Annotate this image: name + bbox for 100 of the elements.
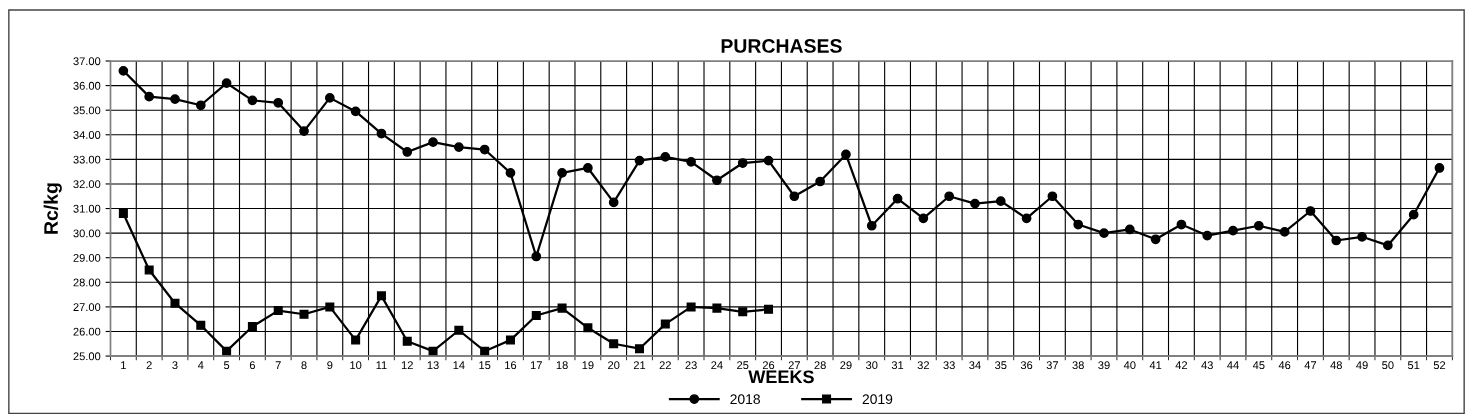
x-tick-label: 50: [1382, 361, 1394, 370]
x-tick-label: 37: [1046, 361, 1059, 370]
point: [634, 344, 645, 354]
y-tick-label: 32.00: [73, 180, 101, 189]
x-tick-label: 24: [711, 361, 723, 369]
point: [1047, 191, 1058, 202]
point: [815, 176, 825, 187]
point: [480, 346, 490, 356]
x-tick-label: 44: [1227, 361, 1239, 369]
point: [712, 175, 722, 186]
point: [376, 291, 386, 301]
x-tick-label: 9: [327, 361, 333, 370]
point: [325, 302, 335, 312]
point: [505, 335, 515, 345]
x-tick-label: 31: [891, 361, 904, 370]
point: [505, 168, 516, 178]
point: [428, 346, 438, 356]
point: [918, 213, 929, 224]
point: [350, 106, 361, 117]
x-tick-label: 38: [1072, 361, 1084, 370]
x-tick-label: 6: [249, 361, 256, 370]
x-tick-label: 21: [633, 361, 646, 369]
y-tick-label: 37.00: [73, 57, 101, 66]
x-tick-label: 18: [556, 361, 568, 370]
point: [634, 155, 645, 166]
point: [428, 137, 438, 148]
x-tick-label: 16: [505, 361, 517, 370]
x-tick-label: 22: [659, 361, 671, 369]
point: [1124, 224, 1135, 235]
point: [299, 309, 309, 319]
point: [686, 156, 696, 167]
x-tick-label: 52: [1433, 361, 1446, 370]
x-tick-label: 20: [608, 361, 620, 370]
point: [892, 193, 903, 204]
point: [195, 100, 206, 111]
point: [247, 95, 258, 106]
point: [789, 191, 800, 202]
y-tick-label: 30.00: [73, 229, 101, 238]
x-tick-label: 3: [172, 361, 178, 370]
x-tick-label: 17: [530, 361, 542, 369]
point: [1099, 228, 1109, 238]
y-tick-label: 34.00: [73, 131, 101, 139]
point: [1357, 231, 1367, 242]
legend-label: 2019: [862, 394, 893, 405]
point: [1228, 225, 1238, 236]
x-tick-label: 12: [401, 361, 413, 369]
point: [273, 306, 283, 316]
chart-title: PURCHASES: [721, 39, 842, 53]
x-tick-label: 7: [275, 361, 281, 369]
x-tick-label: 10: [350, 361, 362, 370]
point: [247, 322, 257, 332]
y-axis-title: Rc/kg: [43, 183, 62, 234]
point: [608, 197, 619, 208]
point: [841, 149, 851, 160]
point: [1408, 209, 1419, 220]
x-tick-label: 27: [788, 361, 800, 369]
point: [583, 323, 593, 333]
x-tick-label: 19: [582, 361, 594, 370]
point: [299, 126, 309, 136]
point: [738, 307, 748, 317]
point: [764, 304, 774, 314]
y-tick-label: 27.00: [73, 303, 101, 312]
point: [712, 303, 722, 313]
point: [660, 319, 670, 329]
x-tick-label: 13: [427, 361, 439, 370]
point: [995, 196, 1006, 207]
point: [454, 325, 464, 335]
y-tick-label: 36.00: [73, 81, 101, 90]
point: [1021, 213, 1032, 224]
x-tick-label: 25: [737, 361, 749, 370]
point: [222, 346, 232, 356]
point: [170, 298, 180, 308]
point: [1305, 206, 1316, 216]
point: [1331, 235, 1342, 246]
point: [583, 163, 593, 173]
point: [324, 93, 335, 103]
x-tick-label: 8: [301, 361, 307, 370]
point: [609, 339, 619, 349]
x-tick-label: 33: [943, 361, 955, 370]
legend-label: 2018: [730, 394, 760, 405]
point: [531, 310, 541, 321]
x-tick-label: 29: [840, 361, 852, 370]
x-tick-label: 39: [1098, 361, 1110, 370]
x-tick-label: 23: [685, 361, 697, 370]
point: [479, 144, 490, 155]
x-tick-label: 41: [1149, 361, 1162, 369]
point: [763, 155, 774, 166]
point: [557, 168, 567, 178]
point: [866, 220, 877, 231]
x-tick-label: 14: [453, 361, 465, 369]
y-tick-label: 29.00: [73, 253, 101, 262]
y-tick-label: 33.00: [73, 155, 101, 164]
point: [970, 198, 980, 209]
x-tick-label: 46: [1278, 361, 1291, 370]
point: [196, 320, 206, 330]
point: [531, 251, 542, 262]
x-tick-label: 35: [995, 361, 1007, 370]
y-tick-label: 25.00: [73, 352, 101, 361]
point: [660, 152, 671, 162]
x-tick-label: 36: [1020, 361, 1033, 370]
